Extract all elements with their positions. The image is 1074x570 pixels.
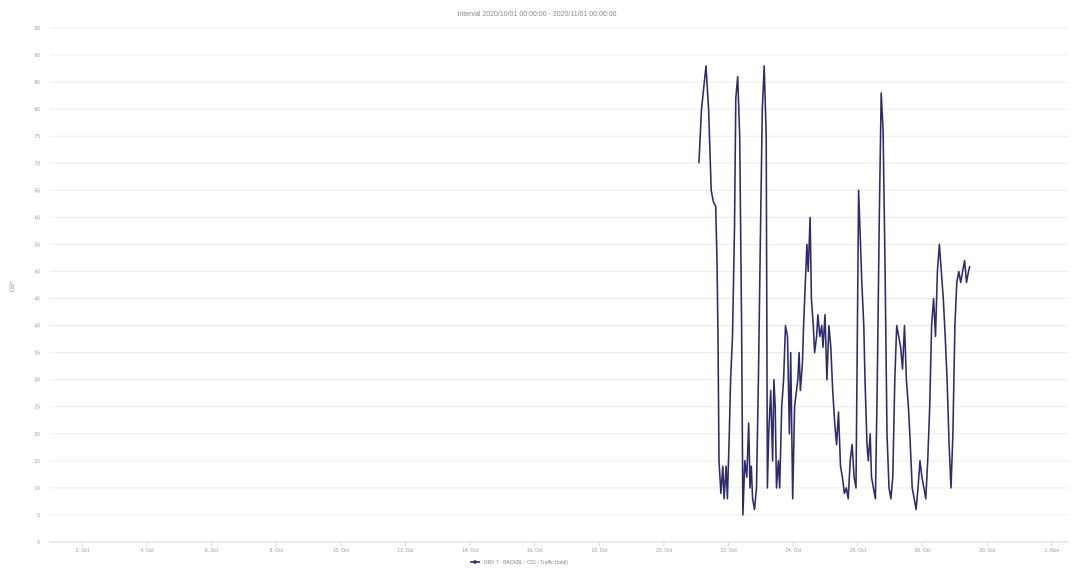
- x-tick-label: 14. Oct: [462, 548, 479, 554]
- y-tick-label: 80: [34, 107, 40, 113]
- legend-marker-icon[interactable]: [473, 560, 477, 564]
- series-layer: [698, 65, 971, 516]
- y-tick-label: 0: [37, 540, 40, 546]
- y-tick-label: 50: [34, 269, 40, 275]
- y-tick-label: 75: [34, 134, 40, 140]
- y-tick-label: 20: [34, 432, 40, 438]
- y-tick-label: 40: [34, 324, 40, 330]
- x-tick-label: 12. Oct: [397, 548, 414, 554]
- x-tick-labels: 2. Oct 4. Oct 6. Oct 8. Oct 10. Oct 12. Oct 14…: [76, 542, 1060, 554]
- x-tick-label: 30. Oct: [979, 548, 996, 554]
- y-tick-label: 85: [34, 80, 40, 86]
- y-tick-label: 45: [34, 297, 40, 303]
- grid-layer: [50, 27, 1068, 543]
- y-tick-labels: 0 5 10 15 20 25 30 35 40 45 50 55 60 65 70 75 80 85 90 95: [34, 26, 40, 546]
- x-tick-label: 16. Oct: [527, 548, 544, 554]
- y-tick-label: 95: [34, 26, 40, 32]
- legend-label[interactable]: DRV 7 - BACKBL - CCI - Traffic (total): [484, 560, 568, 566]
- x-tick-label: 10. Oct: [333, 548, 350, 554]
- y-tick-label: 10: [34, 486, 40, 492]
- y-tick-label: 65: [34, 188, 40, 194]
- y-tick-label: 35: [34, 351, 40, 357]
- y-tick-label: 15: [34, 459, 40, 465]
- x-tick-label: 2. Oct: [76, 548, 90, 554]
- x-tick-label: 24. Oct: [785, 548, 802, 554]
- y-tick-label: 25: [34, 405, 40, 411]
- chart-subtitle: Interval 2020/10/01 00:00:00 - 2020/11/0…: [457, 11, 616, 18]
- y-tick-label: 55: [34, 242, 40, 248]
- x-tick-label: 18. Oct: [591, 548, 608, 554]
- x-tick-label: 1. Nov: [1045, 548, 1060, 554]
- x-tick-label: 20. Oct: [656, 548, 673, 554]
- y-tick-label: 5: [37, 513, 40, 519]
- legend[interactable]: DRV 7 - BACKBL - CCI - Traffic (total): [470, 560, 568, 566]
- x-tick-label: 8. Oct: [270, 548, 284, 554]
- x-tick-label: 4. Oct: [140, 548, 154, 554]
- y-tick-label: 70: [34, 161, 40, 167]
- y-axis-label: GB*: [10, 281, 16, 293]
- y-tick-label: 60: [34, 215, 40, 221]
- y-tick-label: 90: [34, 53, 40, 59]
- x-tick-label: 26. Oct: [850, 548, 867, 554]
- y-tick-label: 30: [34, 378, 40, 384]
- x-tick-label: 22. Oct: [721, 548, 738, 554]
- x-tick-label: 28. Oct: [915, 548, 932, 554]
- x-tick-label: 6. Oct: [205, 548, 219, 554]
- series-line: [698, 65, 971, 516]
